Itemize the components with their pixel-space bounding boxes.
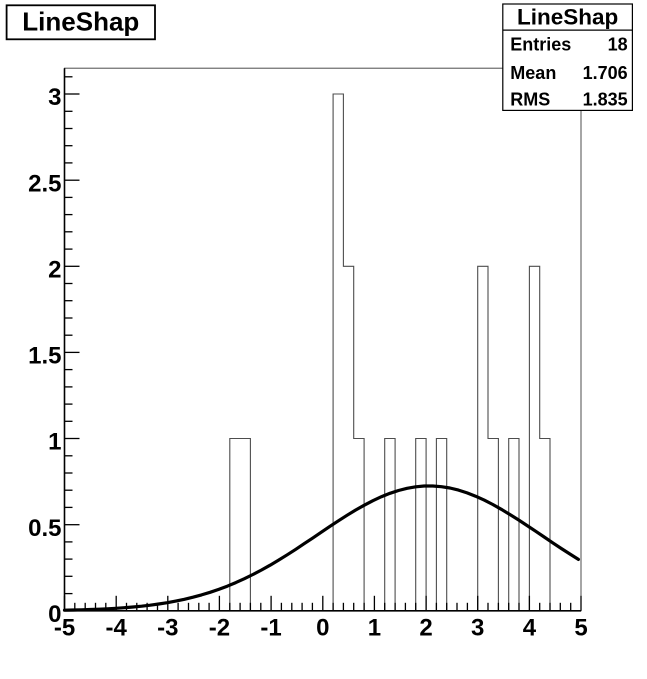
svg-text:Entries: Entries <box>510 35 571 55</box>
svg-text:2.5: 2.5 <box>28 170 61 197</box>
svg-text:-1: -1 <box>260 615 281 642</box>
svg-text:Mean: Mean <box>510 63 556 83</box>
svg-text:2: 2 <box>48 257 61 284</box>
svg-text:3: 3 <box>48 84 61 111</box>
svg-text:1.835: 1.835 <box>583 90 628 110</box>
svg-text:1.706: 1.706 <box>583 63 628 83</box>
svg-text:LineShap: LineShap <box>517 4 618 29</box>
svg-text:1: 1 <box>48 429 61 456</box>
svg-text:2: 2 <box>419 615 432 642</box>
svg-text:-5: -5 <box>54 615 75 642</box>
svg-text:1.5: 1.5 <box>28 343 61 370</box>
svg-text:-2: -2 <box>209 615 230 642</box>
svg-text:3: 3 <box>471 615 484 642</box>
svg-text:0.5: 0.5 <box>28 515 61 542</box>
svg-text:18: 18 <box>608 35 628 55</box>
svg-text:-4: -4 <box>106 615 128 642</box>
svg-text:1: 1 <box>368 615 381 642</box>
svg-text:-3: -3 <box>157 615 178 642</box>
svg-text:RMS: RMS <box>510 90 550 110</box>
svg-text:LineShap: LineShap <box>22 7 139 37</box>
svg-text:5: 5 <box>574 615 587 642</box>
svg-text:4: 4 <box>523 615 537 642</box>
svg-text:0: 0 <box>48 601 61 628</box>
svg-text:0: 0 <box>316 615 329 642</box>
